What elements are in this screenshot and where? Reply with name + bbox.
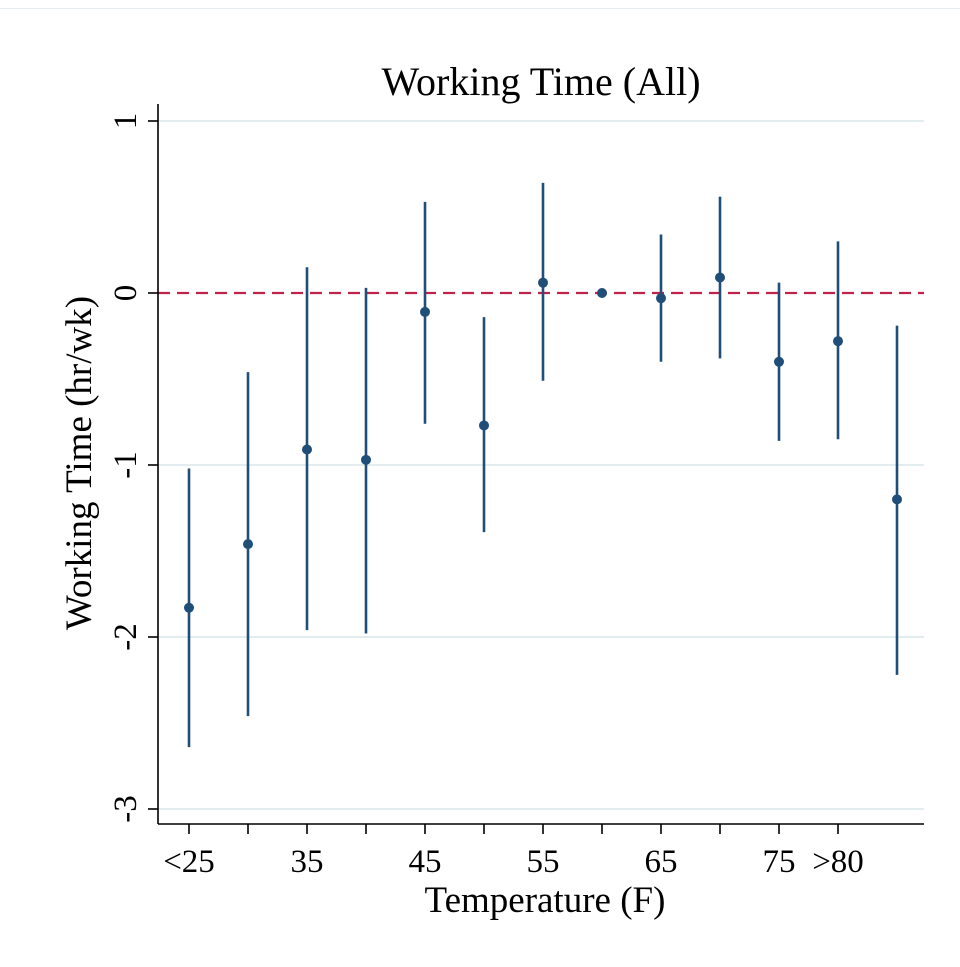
grid-lines — [158, 120, 924, 810]
y-tick-label: -3 — [108, 795, 144, 823]
data-point — [184, 602, 194, 613]
y-axis-label: Working Time (hr/wk) — [59, 296, 100, 630]
y-tick-label: 1 — [108, 113, 144, 130]
x-tick-label: >80 — [812, 844, 864, 880]
data-point — [715, 272, 725, 283]
x-tick-label: 45 — [409, 844, 442, 880]
x-tick-label: 35 — [291, 844, 324, 880]
data-point — [538, 277, 548, 288]
axes — [157, 104, 924, 825]
top-rule — [0, 8, 960, 9]
data-point — [420, 306, 430, 317]
data-point — [774, 356, 784, 367]
x-ticks: <25 35 45 55 65 75 >80 — [163, 824, 864, 880]
data-point — [302, 444, 312, 455]
x-tick-label: 75 — [763, 844, 796, 880]
y-ticks: 1 0 -1 -2 -3 — [108, 113, 158, 823]
data-point — [833, 336, 843, 347]
data-point — [361, 454, 371, 465]
data-point — [243, 539, 253, 550]
x-tick-label: <25 — [163, 844, 215, 880]
data-point — [656, 293, 666, 304]
data-marks — [184, 182, 902, 748]
y-tick-label: 0 — [108, 285, 144, 302]
x-tick-label: 65 — [645, 844, 678, 880]
x-axis-label: Temperature (F) — [425, 880, 666, 921]
y-tick-label: -1 — [108, 451, 144, 479]
chart-title: Working Time (All) — [381, 59, 700, 104]
x-tick-label: 55 — [527, 844, 560, 880]
data-point — [892, 494, 902, 505]
y-tick-label: -2 — [108, 623, 144, 651]
data-point — [597, 288, 607, 298]
data-point — [479, 420, 489, 431]
